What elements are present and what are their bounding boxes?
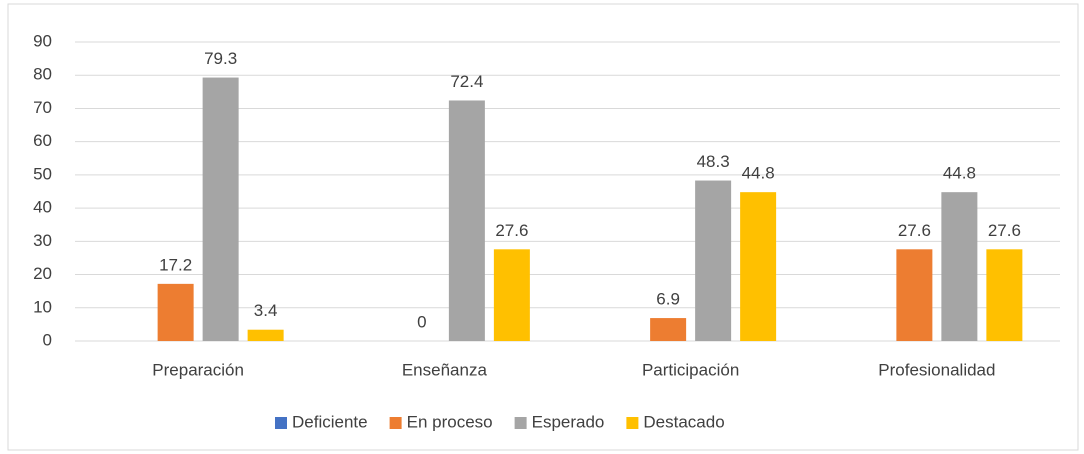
data-label: 0	[417, 312, 426, 331]
data-label: 27.6	[988, 221, 1021, 240]
bar	[986, 249, 1023, 341]
x-tick-label: Profesionalidad	[878, 360, 995, 379]
bar	[247, 329, 284, 341]
y-tick-label: 10	[33, 297, 52, 316]
y-tick-label: 40	[33, 198, 52, 217]
legend-label: Esperado	[532, 412, 605, 431]
data-label: 17.2	[159, 255, 192, 274]
y-tick-label: 20	[33, 264, 52, 283]
y-tick-label: 60	[33, 131, 52, 150]
legend-swatch	[389, 417, 402, 429]
y-tick-label: 90	[33, 31, 52, 50]
bar	[695, 180, 732, 341]
legend-label: Deficiente	[292, 412, 368, 431]
data-label: 72.4	[450, 72, 483, 91]
legend-swatch	[626, 417, 639, 429]
y-tick-label: 50	[33, 164, 52, 183]
legend-swatch	[275, 417, 287, 429]
bar	[157, 283, 194, 341]
data-label: 44.8	[742, 164, 775, 183]
x-tick-label: Preparación	[152, 360, 244, 379]
x-tick-label: Enseñanza	[402, 360, 488, 379]
data-label: 48.3	[697, 152, 730, 171]
x-tick-label: Participación	[642, 360, 739, 379]
bar	[896, 249, 933, 341]
y-tick-label: 30	[33, 231, 52, 250]
bar	[202, 77, 239, 341]
chart-border	[7, 3, 1079, 451]
data-label: 27.6	[898, 221, 931, 240]
data-label: 3.4	[254, 301, 278, 320]
bar	[493, 249, 530, 341]
legend-label: Destacado	[643, 412, 724, 431]
y-tick-label: 0	[43, 330, 52, 349]
legend-label: En proceso	[407, 412, 493, 431]
y-tick-label: 70	[33, 98, 52, 117]
legend-swatch	[514, 417, 527, 429]
y-tick-label: 80	[33, 65, 52, 84]
data-label: 27.6	[495, 221, 528, 240]
bar	[650, 318, 687, 341]
data-label: 44.8	[943, 164, 976, 183]
bar	[448, 100, 485, 342]
data-label: 79.3	[204, 49, 237, 68]
bar	[941, 192, 978, 341]
bar	[740, 192, 777, 341]
data-label: 6.9	[656, 290, 680, 309]
